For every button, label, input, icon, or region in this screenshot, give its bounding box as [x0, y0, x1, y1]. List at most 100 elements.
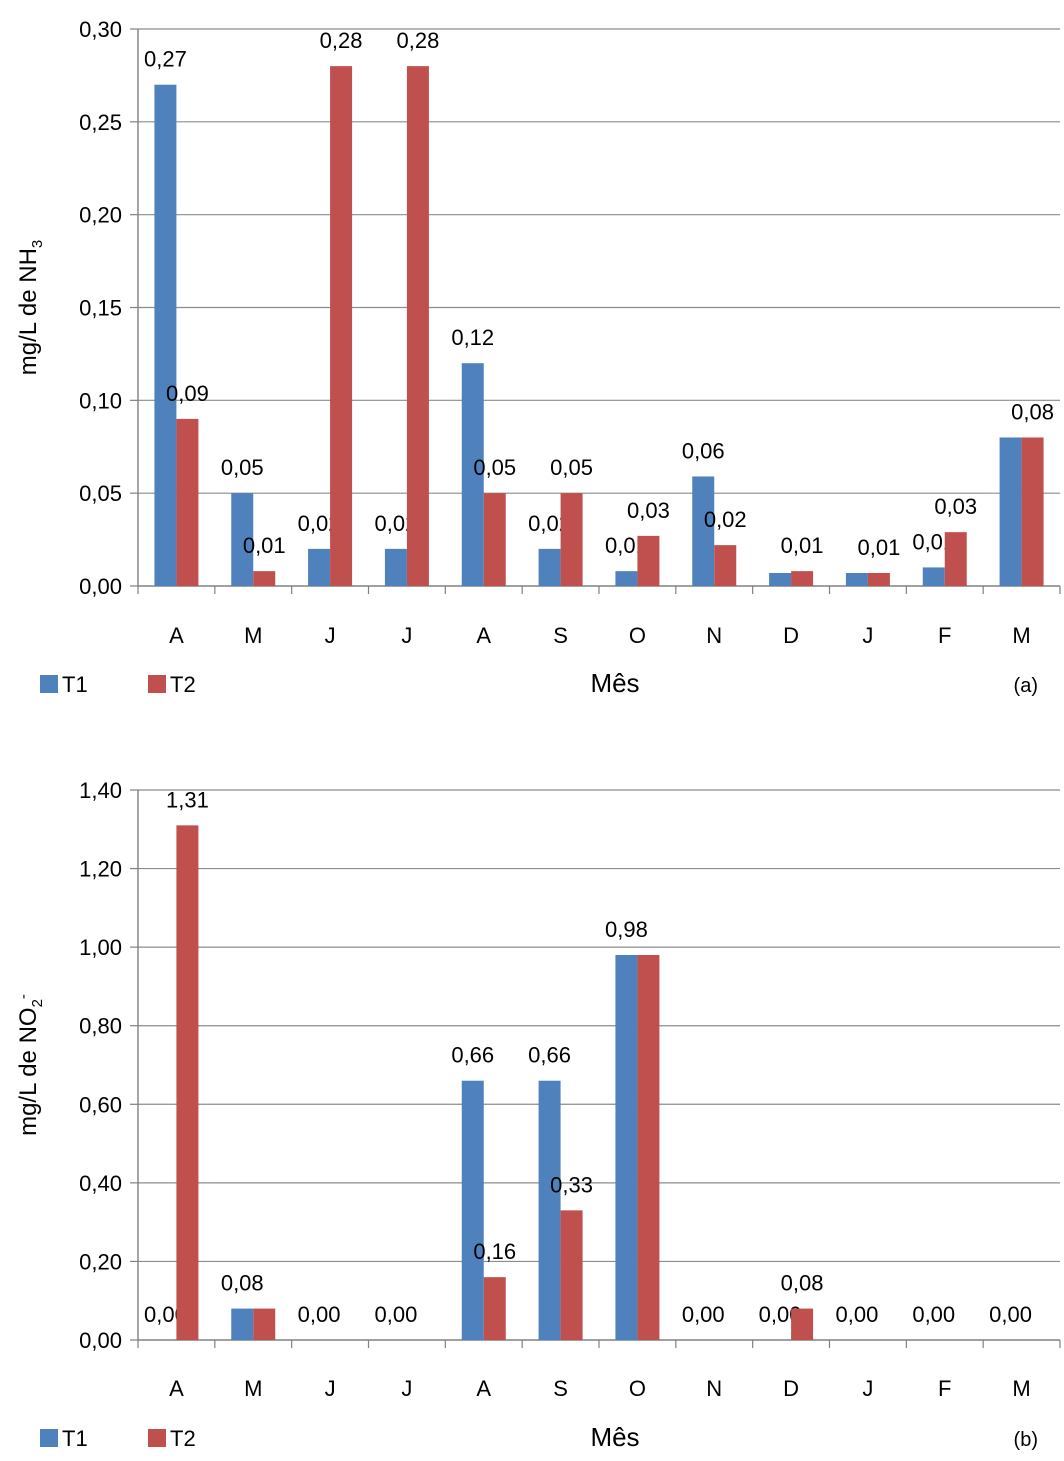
- y-tick-label: 0,05: [79, 481, 122, 506]
- bar-t2: [253, 1308, 276, 1340]
- x-tick-label: O: [629, 1376, 646, 1401]
- x-tick-label: A: [169, 623, 184, 648]
- bar-t2: [560, 1210, 583, 1340]
- y-axis-label-text: mg/L de NH: [15, 248, 42, 375]
- y-axis-label-text: mg/L de NO: [15, 1007, 42, 1136]
- legend-label-t1: T1: [62, 672, 88, 697]
- bar-t1: [692, 476, 715, 586]
- y-axis-label-superscript: -: [15, 994, 32, 999]
- x-tick-label: S: [553, 623, 568, 648]
- y-axis-label-subscript: 2: [29, 999, 46, 1007]
- bar-t1: [615, 571, 638, 586]
- bar-t2: [253, 571, 276, 586]
- x-axis-label: Mês: [590, 1422, 639, 1452]
- y-axis-label: mg/L de NO2-: [15, 994, 46, 1136]
- panel-label: (a): [1014, 675, 1038, 697]
- chart-no2: 0,00 0,20 0,40 0,60 0,80 1,00 1,20 1,40 A 0,00 1,3…: [15, 778, 1061, 1452]
- data-label-t1: 0,00: [836, 1302, 879, 1327]
- data-label-t2: 0,08: [1011, 399, 1054, 424]
- y-tick-label: 1,20: [79, 857, 122, 882]
- data-label-t1: 0,12: [451, 325, 494, 350]
- x-tick-label: J: [862, 623, 873, 648]
- bar-t1: [461, 363, 484, 586]
- bar-t2: [406, 66, 429, 587]
- x-tick-label: F: [938, 1376, 951, 1401]
- data-label-t1: 0,98: [605, 917, 648, 942]
- bar-t1: [922, 567, 945, 586]
- x-tick-label: M: [244, 1376, 262, 1401]
- chart-nh3: 0,00 0,05 0,10 0,15 0,20 0,25 0,30 A 0,27 0,09 M 0,…: [15, 17, 1061, 698]
- bar-t1: [384, 548, 407, 586]
- x-tick-label: O: [629, 623, 646, 648]
- y-tick-label: 0,20: [79, 203, 122, 228]
- bar-t2: [637, 955, 660, 1340]
- y-tick-label: 1,40: [79, 778, 122, 803]
- x-tick-label: M: [244, 623, 262, 648]
- y-tick-label: 0,00: [79, 1328, 122, 1353]
- y-tick-label: 0,15: [79, 296, 122, 321]
- y-tick-label: 0,00: [79, 574, 122, 599]
- bar-t1: [999, 437, 1022, 586]
- x-tick-label: D: [783, 1376, 799, 1401]
- bar-t1: [154, 84, 177, 586]
- bar-t2: [944, 532, 967, 586]
- bar-t2: [176, 418, 199, 586]
- x-tick-label: J: [401, 623, 412, 648]
- bar-t2: [1021, 437, 1044, 586]
- legend-swatch-t2: [148, 1429, 166, 1447]
- x-tick-label: D: [783, 623, 799, 648]
- bar-t1: [538, 1080, 561, 1340]
- y-axis-label: mg/L de NH3: [15, 240, 46, 376]
- bar-t2: [483, 493, 506, 586]
- x-tick-label: S: [553, 1376, 568, 1401]
- y-tick-label: 1,00: [79, 935, 122, 960]
- x-tick-label: F: [938, 623, 951, 648]
- data-label-t2: 0,03: [934, 494, 977, 519]
- data-label-t2: 0,33: [550, 1172, 593, 1197]
- data-label-t2: 0,05: [550, 455, 593, 480]
- x-tick-label: A: [476, 1376, 491, 1401]
- data-label-t2: 0,01: [243, 533, 286, 558]
- x-tick-label: M: [1012, 1376, 1030, 1401]
- bar-t2: [867, 573, 890, 586]
- x-tick-label: N: [706, 623, 722, 648]
- data-label-t2: 0,28: [320, 28, 363, 53]
- data-label-t1: 0,27: [144, 47, 187, 72]
- y-tick-label: 0,10: [79, 388, 122, 413]
- data-label-t2: 0,28: [397, 28, 440, 53]
- y-tick-label: 0,80: [79, 1014, 122, 1039]
- data-label-t1: 0,08: [221, 1271, 264, 1296]
- x-tick-label: A: [169, 1376, 184, 1401]
- data-label-t1: 0,05: [221, 455, 264, 480]
- data-label-t1: 0,06: [682, 438, 725, 463]
- bar-t2: [714, 545, 737, 586]
- x-tick-label: J: [325, 623, 336, 648]
- y-tick-label: 0,30: [79, 17, 122, 42]
- data-label-t1: 0,00: [912, 1302, 955, 1327]
- data-label-t2: 0,16: [473, 1239, 516, 1264]
- bar-t2: [330, 66, 353, 587]
- data-label-t2: 1,31: [166, 787, 209, 812]
- bar-t2: [176, 825, 199, 1340]
- data-label-t1: 0,00: [298, 1302, 341, 1327]
- legend-swatch-t1: [40, 675, 58, 693]
- bar-t2: [637, 535, 660, 586]
- x-tick-label: J: [325, 1376, 336, 1401]
- bar-t1: [615, 955, 638, 1340]
- data-label-t2: 0,08: [781, 1271, 824, 1296]
- data-label-t1: 0,66: [528, 1043, 571, 1068]
- bar-t1: [461, 1080, 484, 1340]
- data-label-t1: 0,00: [989, 1302, 1032, 1327]
- bar-t1: [845, 573, 868, 586]
- data-label-t1: 0,00: [375, 1302, 418, 1327]
- panel-label: (b): [1014, 1429, 1038, 1451]
- data-label-t1: 0,00: [682, 1302, 725, 1327]
- bar-t2: [791, 571, 814, 586]
- x-tick-label: J: [862, 1376, 873, 1401]
- bar-t2: [483, 1277, 506, 1340]
- bar-t1: [231, 1308, 254, 1340]
- data-label-t2: 0,03: [627, 498, 670, 523]
- legend-label-t2: T2: [170, 1426, 196, 1451]
- bar-t1: [538, 548, 561, 586]
